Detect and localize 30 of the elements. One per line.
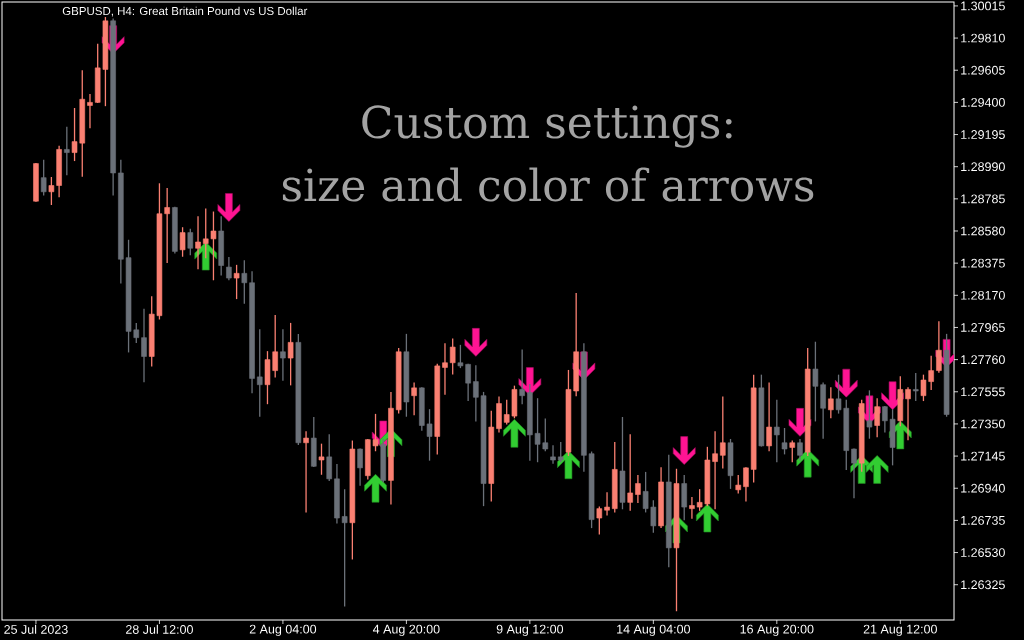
y-tick-label: 1.27760 [961,355,1005,365]
x-tick-label: 4 Aug 20:00 [372,624,440,637]
y-tick-label: 1.28785 [961,194,1005,204]
annotation: size and color of arrows [282,167,814,202]
y-tick-label: 1.28170 [961,290,1005,300]
y-tick-label: 1.27350 [961,419,1005,429]
y-tick-label: 1.26530 [961,548,1005,557]
y-tick-label: 1.29400 [961,97,1005,107]
x-tick-label: 2 Aug 04:00 [249,624,317,637]
y-tick-label: 1.29195 [961,130,1005,139]
y-tick-label: 1.26325 [961,580,1005,590]
annotation: Custom settings: [362,105,732,148]
x-tick-label: 28 Jul 12:00 [126,624,193,634]
y-tick-label: 1.30015 [961,1,1005,11]
y-tick-label: 1.28375 [961,258,1005,268]
chart-title: GBPUSD, H4: Great Britain Pound vs US Dollar [62,6,308,17]
x-tick-label: 25 Jul 2023 [4,624,68,634]
x-tick-label: 16 Aug 20:00 [740,624,814,637]
y-tick-label: 1.27965 [961,323,1005,332]
y-tick-label: 1.26735 [961,515,1005,525]
y-tick-label: 1.29810 [961,33,1005,43]
y-tick-label: 1.28990 [961,162,1005,172]
y-tick-label: 1.27145 [961,451,1005,461]
y-tick-label: 1.28580 [961,226,1005,236]
x-tick-label: 21 Aug 12:00 [863,624,937,637]
x-tick-label: 9 Aug 12:00 [496,624,564,637]
y-tick-label: 1.27555 [961,387,1005,397]
x-tick-label: 14 Aug 04:00 [617,624,691,637]
y-tick-label: 1.26940 [961,483,1005,493]
y-tick-label: 1.29605 [961,65,1005,75]
